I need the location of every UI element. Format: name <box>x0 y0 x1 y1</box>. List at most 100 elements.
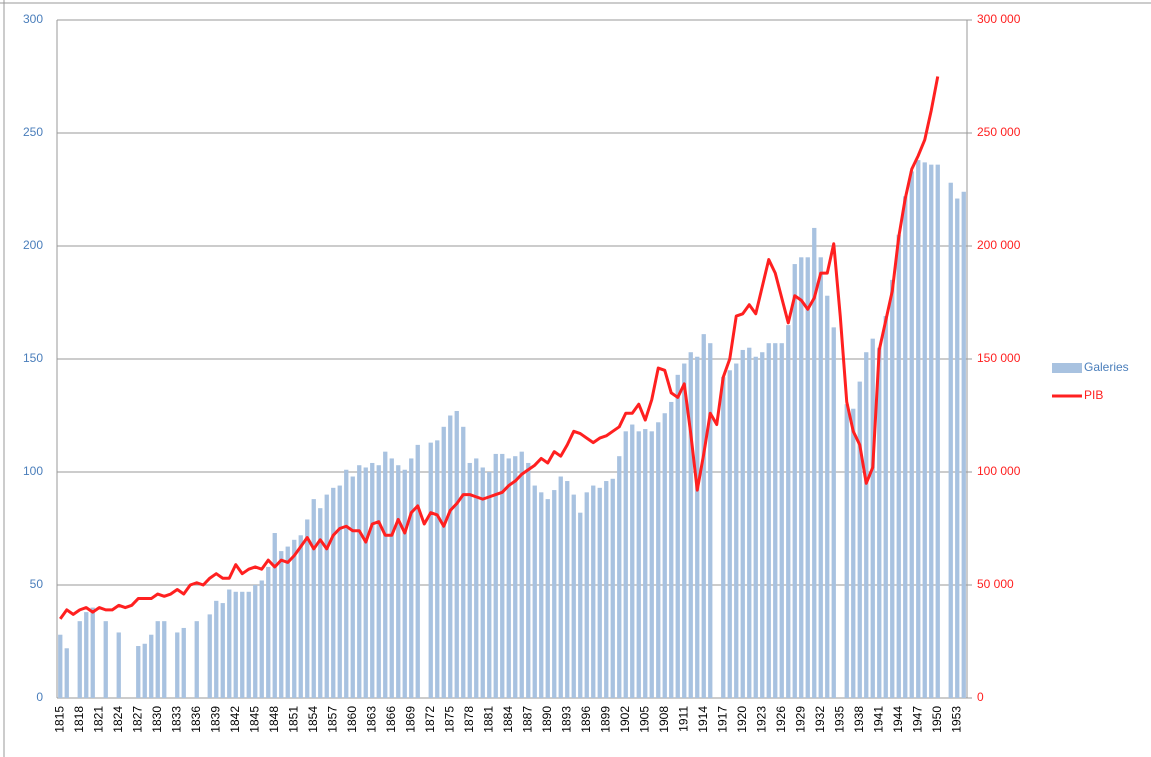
bar <box>64 648 69 698</box>
bar <box>454 410 459 698</box>
x-tick-label: 1851 <box>286 706 300 733</box>
bar <box>194 621 199 698</box>
bar <box>448 415 453 698</box>
x-tick-label: 1950 <box>930 706 944 733</box>
bar <box>383 451 388 698</box>
bar <box>311 499 316 698</box>
bar <box>324 494 329 698</box>
bar <box>220 603 225 698</box>
bar <box>857 381 862 698</box>
y-tick-label: 0 <box>36 690 43 704</box>
legend-label: PIB <box>1084 388 1103 402</box>
bar <box>240 591 245 698</box>
bar <box>929 164 934 698</box>
x-tick-label: 1830 <box>150 706 164 733</box>
x-tick-label: 1929 <box>793 706 807 733</box>
bar <box>84 612 89 698</box>
x-tick-label: 1938 <box>852 706 866 733</box>
bar <box>506 458 511 698</box>
bar <box>58 634 63 698</box>
y2-tick-label: 300 000 <box>977 12 1021 26</box>
bar <box>487 472 492 698</box>
x-tick-label: 1947 <box>910 706 924 733</box>
bar <box>604 481 609 698</box>
x-tick-label: 1827 <box>130 706 144 733</box>
bar <box>922 162 927 698</box>
bar <box>656 422 661 698</box>
bar <box>480 467 485 698</box>
bar <box>116 632 121 698</box>
x-tick-label: 1866 <box>384 706 398 733</box>
x-tick-label: 1917 <box>715 706 729 733</box>
bar <box>571 494 576 698</box>
x-tick-label: 1899 <box>598 706 612 733</box>
bar <box>909 171 914 699</box>
bar <box>877 347 882 698</box>
bar <box>864 352 869 698</box>
bar <box>285 546 290 698</box>
bar <box>103 621 108 698</box>
bar <box>474 458 479 698</box>
bar <box>903 196 908 698</box>
bar <box>77 621 82 698</box>
bar <box>617 456 622 698</box>
x-tick-label: 1932 <box>813 706 827 733</box>
bar <box>142 643 147 698</box>
legend-swatch <box>1052 363 1082 373</box>
bar <box>786 325 791 698</box>
bar <box>162 621 167 698</box>
x-tick-label: 1872 <box>423 706 437 733</box>
bar <box>493 453 498 698</box>
bar <box>558 476 563 698</box>
y-tick-label: 200 <box>23 238 43 252</box>
y-tick-label: 150 <box>23 351 43 365</box>
bar <box>701 334 706 698</box>
bar <box>441 426 446 698</box>
bar <box>357 465 362 698</box>
bar <box>292 539 297 698</box>
bar <box>396 465 401 698</box>
y2-tick-label: 250 000 <box>977 125 1021 139</box>
x-tick-label: 1896 <box>579 706 593 733</box>
bar <box>643 429 648 698</box>
bar <box>773 343 778 698</box>
bar <box>532 485 537 698</box>
bar <box>883 316 888 698</box>
bar <box>682 363 687 698</box>
bar <box>337 485 342 698</box>
x-tick-label: 1854 <box>306 706 320 733</box>
x-tick-label: 1941 <box>871 706 885 733</box>
bar <box>955 198 960 699</box>
legend-label: Galeries <box>1084 360 1129 374</box>
bar <box>675 374 680 698</box>
x-tick-label: 1911 <box>676 706 690 732</box>
y2-tick-label: 200 000 <box>977 238 1021 252</box>
x-tick-label: 1878 <box>462 706 476 733</box>
bar <box>181 627 186 698</box>
x-tick-label: 1818 <box>72 706 86 733</box>
x-tick-label: 1848 <box>267 706 281 733</box>
bar <box>669 401 674 698</box>
x-tick-label: 1920 <box>735 706 749 733</box>
x-tick-label: 1815 <box>52 706 66 733</box>
x-tick-label: 1845 <box>247 706 261 733</box>
bar <box>519 451 524 698</box>
bar <box>350 476 355 698</box>
x-tick-label: 1908 <box>657 706 671 733</box>
bar <box>649 431 654 698</box>
bar <box>467 462 472 698</box>
bar <box>298 535 303 698</box>
bar <box>779 343 784 698</box>
x-tick-label: 1857 <box>325 706 339 733</box>
bar <box>766 343 771 698</box>
bar <box>792 264 797 698</box>
bar <box>279 551 284 698</box>
bar <box>136 646 141 698</box>
bar <box>552 490 557 698</box>
bar <box>708 343 713 698</box>
bar <box>584 492 589 698</box>
y2-tick-label: 100 000 <box>977 464 1021 478</box>
bar <box>578 512 583 698</box>
y2-tick-label: 50 000 <box>977 577 1014 591</box>
